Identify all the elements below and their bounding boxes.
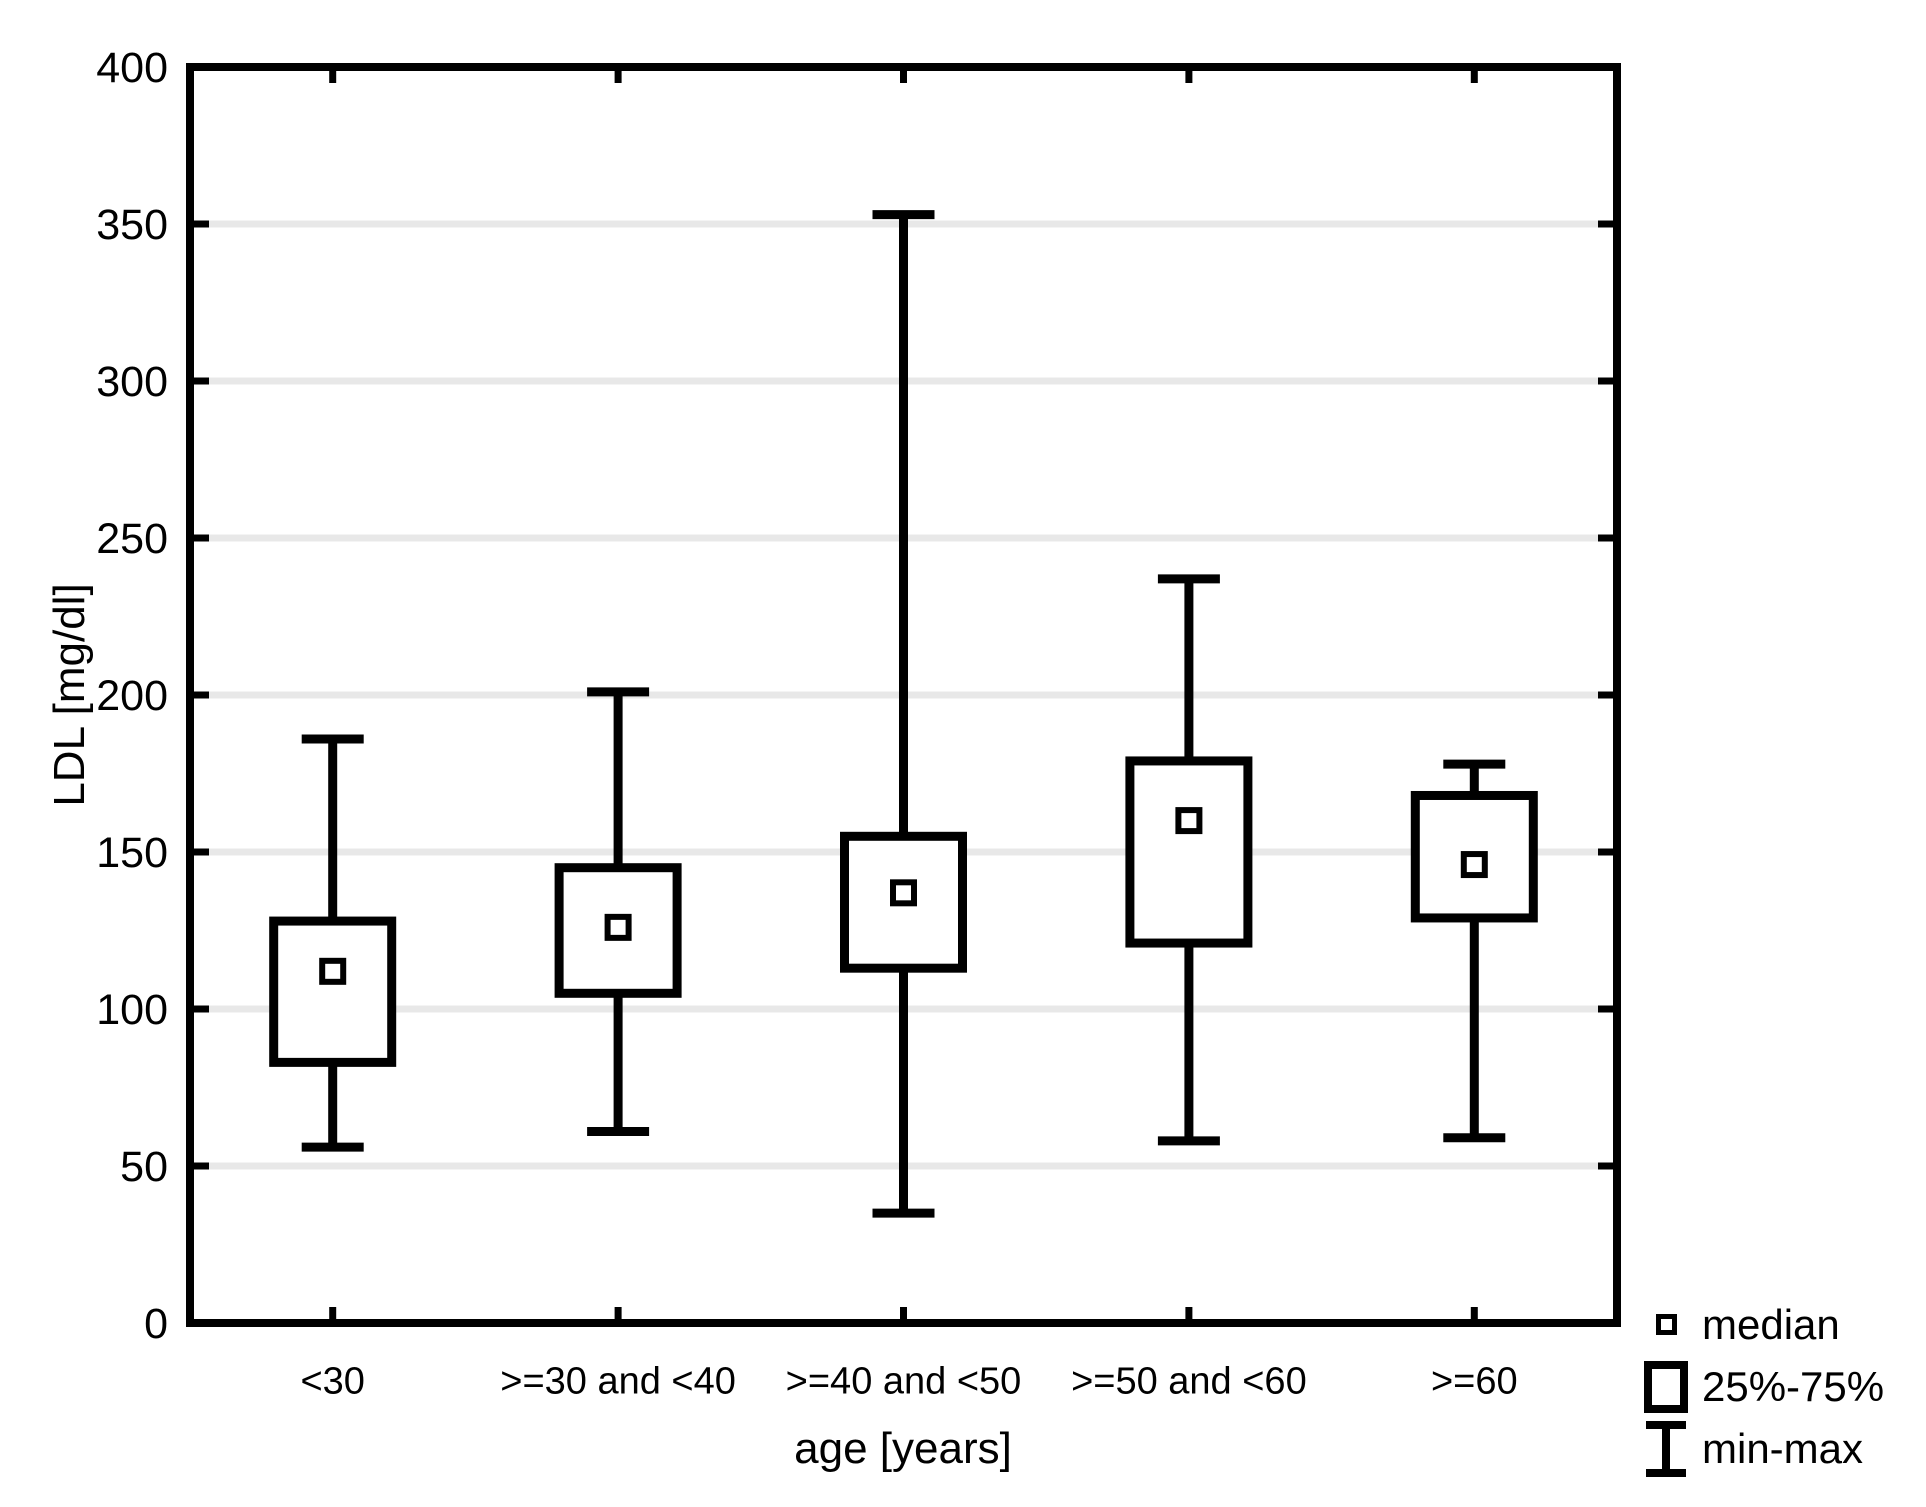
median-marker: [890, 879, 917, 907]
y-tick-label: 350: [96, 201, 168, 249]
median-marker-icon: [1655, 1314, 1677, 1335]
iqr-box: [1125, 756, 1253, 948]
y-tick-label: 100: [96, 986, 168, 1034]
min-max-whisker-icon: [1646, 1420, 1686, 1477]
y-tick-label: 300: [96, 358, 168, 406]
legend-symbol-slot: [1636, 1360, 1696, 1413]
iqr-box-icon: [1644, 1360, 1688, 1413]
x-category-label: <30: [300, 1360, 364, 1402]
median-marker: [1175, 807, 1203, 835]
x-axis-title: age [years]: [794, 1424, 1012, 1473]
y-tick-label: 0: [144, 1300, 168, 1348]
y-tick-label: 200: [96, 672, 168, 720]
median-marker: [1460, 851, 1488, 879]
legend-row-median: median: [1636, 1296, 1884, 1353]
legend-symbol-slot: [1636, 1419, 1696, 1479]
legend-symbol-slot: [1636, 1314, 1696, 1335]
y-tick-label: 250: [96, 515, 168, 563]
legend-label-minmax: min-max: [1702, 1424, 1864, 1472]
legend-label-median: median: [1702, 1300, 1840, 1348]
iqr-box: [269, 916, 397, 1067]
y-tick-label: 50: [120, 1143, 168, 1191]
x-category-label: >=30 and <40: [500, 1360, 736, 1402]
legend-row-iqr: 25%-75%: [1636, 1358, 1884, 1415]
y-tick-label: 400: [96, 44, 168, 92]
median-marker: [319, 957, 347, 985]
y-tick-label: 150: [96, 829, 168, 877]
median-marker: [604, 913, 632, 941]
legend-row-minmax: min-max: [1636, 1420, 1884, 1477]
x-category-label: >=50 and <60: [1071, 1360, 1307, 1402]
x-category-label: >=40 and <50: [786, 1360, 1022, 1402]
legend: median 25%-75% min-max: [1636, 1296, 1884, 1477]
x-category-label: >=60: [1431, 1360, 1518, 1402]
legend-label-iqr: 25%-75%: [1702, 1362, 1885, 1410]
y-axis-title: LDL [mg/dl]: [45, 583, 94, 807]
